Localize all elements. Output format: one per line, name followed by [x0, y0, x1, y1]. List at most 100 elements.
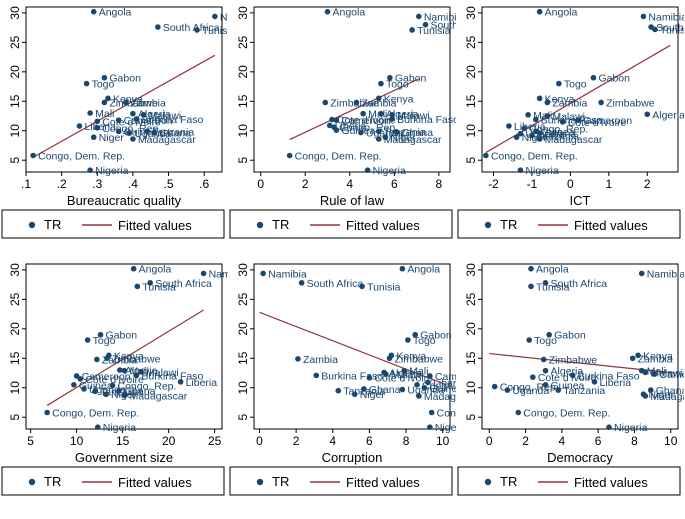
data-point	[322, 99, 329, 106]
legend-dot-marker	[256, 478, 264, 486]
x-axis-title: Corruption	[322, 450, 383, 465]
x-tick-label: 6	[366, 434, 373, 448]
point-label: Zimbabwe	[395, 353, 444, 365]
data-point	[90, 134, 97, 141]
point-label: Congo, Dem. Rep.	[523, 408, 610, 420]
point-label: Tunisia	[536, 281, 570, 293]
data-point	[94, 118, 101, 125]
point-label: Togo	[386, 79, 409, 91]
legend-dot-marker	[28, 478, 36, 486]
point-label: Guinea	[541, 126, 575, 138]
data-point	[416, 393, 422, 399]
scatter-panel-1: 5 10 15 20 25 30 .1 .2 .3 .4 .5 .6 Bureaucratic qual…	[0, 0, 228, 257]
data-point	[177, 379, 184, 385]
y-tick-label: 15	[236, 94, 250, 108]
data-point	[606, 424, 612, 431]
point-label: Gabon	[598, 73, 630, 85]
point-label: South Africa	[656, 22, 684, 34]
data-point	[517, 167, 524, 174]
y-tick-label: 10	[236, 124, 250, 138]
data-point	[647, 387, 654, 393]
data-point	[521, 125, 528, 132]
x-axis-title: ICT	[570, 193, 591, 208]
point-label: Niger	[360, 389, 386, 401]
x-tick-label: -1	[527, 177, 538, 191]
data-point	[401, 367, 408, 374]
legend-box	[1, 466, 225, 496]
data-point	[544, 99, 551, 106]
data-point	[101, 74, 108, 81]
x-tick-label: 0	[257, 177, 264, 191]
point-label: Gabon	[106, 330, 138, 342]
data-point	[326, 122, 333, 129]
data-point	[126, 130, 133, 136]
x-tick-label: 8	[436, 177, 443, 191]
y-tick-label: 15	[464, 351, 478, 365]
point-label: Burkina Faso	[397, 114, 456, 126]
data-point	[121, 392, 128, 399]
data-point	[536, 95, 543, 102]
legend-dot-label: TR	[272, 474, 289, 489]
legend-line-label: Fitted values	[346, 475, 420, 490]
x-tick-label: .4	[128, 177, 138, 191]
point-label: Tanzania	[152, 126, 194, 138]
data-point	[84, 337, 91, 343]
data-point	[529, 132, 535, 139]
point-label: Kenya	[396, 350, 426, 362]
data-point	[333, 117, 340, 123]
x-axis-title: Democracy	[547, 450, 613, 465]
y-tick-label: 10	[236, 381, 250, 395]
y-tick-label: 15	[8, 94, 22, 108]
point-label: Guinea	[429, 383, 456, 395]
data-point	[517, 130, 524, 137]
y-tick-label: 25	[464, 35, 478, 49]
point-label: Togo	[413, 335, 436, 347]
data-point	[295, 356, 301, 362]
point-label: Congo, Dem. Rep.	[437, 408, 456, 420]
point-label: Kenya	[384, 93, 414, 105]
data-point	[425, 379, 431, 386]
y-tick-label: 30	[236, 6, 250, 20]
y-tick-label: 5	[236, 157, 250, 164]
y-tick-label: 10	[464, 124, 478, 138]
point-label: Malawi	[397, 110, 430, 122]
x-tick-label: .3	[92, 177, 102, 191]
plot-frame	[253, 263, 451, 430]
data-point	[546, 331, 552, 338]
data-point	[44, 409, 50, 416]
y-tick-label: 5	[464, 157, 478, 164]
point-label: Zambia	[303, 354, 338, 366]
x-tick-label: 8	[403, 434, 410, 448]
point-label: Uganda	[512, 385, 549, 397]
data-point	[536, 136, 543, 142]
data-point	[90, 8, 97, 15]
point-label: Cote d'Ivoire	[337, 115, 396, 127]
data-point	[528, 265, 534, 272]
data-point	[506, 123, 512, 129]
point-label: Madagascar	[650, 391, 684, 403]
data-point	[155, 24, 161, 30]
chart-svg: 5 10 15 20 25 30 -2 -1 0 1 2 ICT Angola NamibiaSouth …	[457, 6, 684, 239]
point-label: Zambia	[102, 354, 137, 366]
data-point	[133, 372, 140, 379]
plot-frame	[25, 263, 223, 430]
point-label: Guinea	[341, 125, 375, 137]
data-point	[358, 129, 364, 136]
y-tick-label: 30	[8, 6, 22, 20]
data-point	[530, 374, 536, 380]
point-label: Congo, Dem. Rep.	[38, 151, 125, 163]
data-point	[117, 367, 123, 373]
point-label: Cameroon	[659, 369, 684, 381]
data-point	[378, 80, 384, 87]
point-label: Namibia	[648, 11, 684, 23]
x-axis-title: Government size	[75, 450, 173, 465]
point-label: South Africa	[431, 20, 457, 32]
legend-dot-label: TR	[500, 217, 517, 232]
point-label: Madagascar	[138, 134, 196, 146]
data-point	[335, 387, 342, 394]
y-tick-label: 30	[236, 263, 250, 277]
legend-box	[229, 466, 453, 496]
legend-dot-marker	[484, 221, 492, 229]
data-point	[569, 372, 576, 379]
point-label: Tanzania	[563, 385, 605, 397]
